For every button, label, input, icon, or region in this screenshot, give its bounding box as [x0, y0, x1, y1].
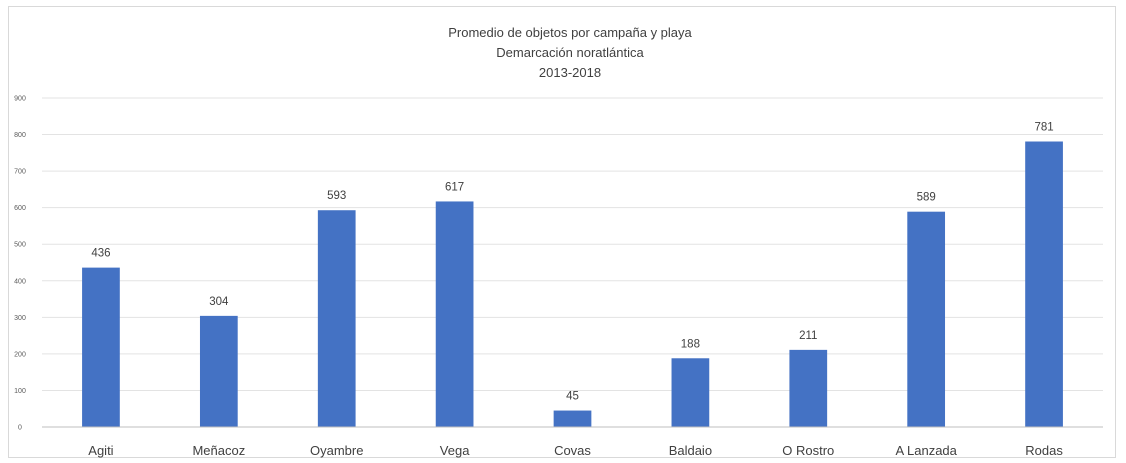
- bar-9: [1025, 141, 1063, 428]
- bars: [82, 141, 1063, 428]
- data-label-8: 589: [917, 192, 936, 204]
- data-labels: 436 304 593 617 45 188 211 589 781: [91, 122, 1053, 403]
- y-tick-label-0: 0: [18, 425, 22, 432]
- chart-title: Promedio de objetos por campaña y playa …: [448, 25, 692, 80]
- data-label-3: 593: [327, 190, 346, 202]
- chart-title-line-1: Promedio de objetos por campaña y playa: [448, 25, 692, 40]
- data-label-2: 304: [209, 296, 229, 308]
- data-label-6: 188: [681, 338, 700, 350]
- y-tick-label-400: 400: [14, 278, 26, 285]
- data-label-7: 211: [799, 330, 817, 342]
- data-label-1: 436: [91, 248, 110, 260]
- data-label-4: 617: [445, 181, 464, 193]
- data-label-5: 45: [566, 391, 579, 403]
- y-tick-label-600: 600: [14, 205, 26, 212]
- category-label-9: Rodas: [1025, 443, 1063, 458]
- bar-5: [553, 410, 592, 427]
- x-axis-labels: Agiti Meñacoz Oyambre Vega Covas Baldaio O Ros…: [88, 443, 1063, 458]
- y-tick-label-200: 200: [14, 351, 26, 358]
- category-label-2: Meñacoz: [192, 443, 245, 458]
- bar-3: [317, 210, 356, 427]
- bar-2: [199, 315, 238, 427]
- y-tick-label-700: 700: [14, 169, 26, 176]
- bar-1: [82, 267, 120, 427]
- y-axis-ticks: 0 100 200 300 400 500 600 700 800 900: [14, 96, 26, 432]
- y-tick-label-100: 100: [14, 388, 26, 395]
- y-tick-label-500: 500: [14, 242, 26, 249]
- category-label-5: Covas: [554, 443, 591, 458]
- category-label-1: Agiti: [88, 443, 113, 458]
- y-tick-label-300: 300: [14, 315, 26, 322]
- category-label-7: O Rostro: [782, 443, 834, 458]
- bar-4: [435, 201, 474, 427]
- bar-7: [789, 349, 828, 427]
- chart-title-line-3: 2013-2018: [539, 65, 601, 80]
- y-tick-label-900: 900: [14, 96, 26, 103]
- chart-title-line-2: Demarcación noratlántica: [496, 45, 644, 60]
- data-label-9: 781: [1034, 122, 1053, 134]
- category-label-4: Vega: [440, 443, 470, 458]
- category-label-3: Oyambre: [310, 443, 363, 458]
- category-label-6: Baldaio: [669, 443, 712, 458]
- y-tick-label-800: 800: [14, 132, 26, 139]
- bar-8: [907, 211, 946, 427]
- category-label-8: A Lanzada: [895, 443, 957, 458]
- bar-6: [671, 358, 710, 427]
